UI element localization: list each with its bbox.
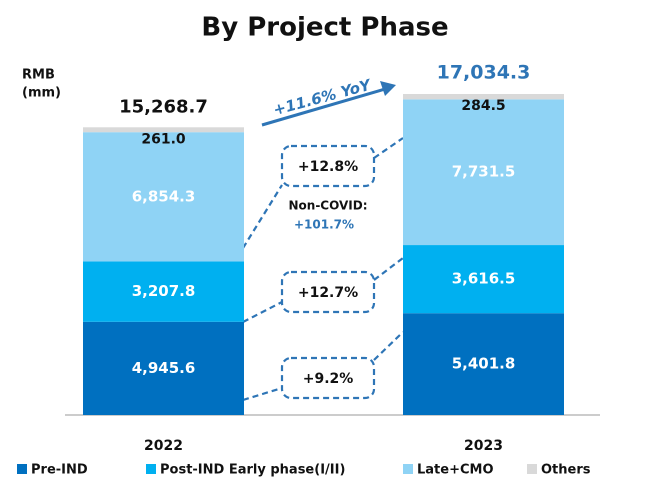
legend-label: Late+CMO <box>417 463 494 478</box>
value-label: 284.5 <box>461 98 505 114</box>
connectors <box>242 137 404 402</box>
legend-label: Pre-IND <box>31 463 88 478</box>
legend-swatch <box>17 464 27 474</box>
bar-segment <box>83 127 244 133</box>
unit-label: (mm) <box>22 86 61 101</box>
total-label: 17,034.3 <box>437 62 531 84</box>
annotation: +9.2% <box>303 371 354 387</box>
value-label: 3,616.5 <box>452 270 516 288</box>
unit-label: RMB <box>22 68 55 83</box>
legend-swatch <box>146 464 156 474</box>
value-label: 4,945.6 <box>132 359 196 377</box>
bar-segment <box>403 94 564 100</box>
bar-segment <box>403 245 564 314</box>
bar-segment <box>403 99 564 246</box>
annotation: Non-COVID: <box>288 199 367 213</box>
bar-segment <box>83 321 244 415</box>
bar-segment <box>83 261 244 322</box>
legend-swatch <box>527 464 537 474</box>
value-label: 5,401.8 <box>452 355 516 373</box>
value-label: 7,731.5 <box>452 163 516 181</box>
chart-title: By Project Phase <box>201 13 448 43</box>
annotation: +12.8% <box>298 159 358 175</box>
bar-segment <box>83 132 244 262</box>
yoy-arrow <box>261 81 396 127</box>
value-label: 261.0 <box>141 131 186 147</box>
legend-swatch <box>403 464 413 474</box>
bar-segment <box>403 313 564 415</box>
x-tick-label: 2023 <box>464 438 503 454</box>
x-tick-label: 2022 <box>144 438 183 454</box>
annotation: +12.7% <box>298 285 358 301</box>
legend-label: Others <box>541 463 591 478</box>
legend-label: Post-IND Early phase(I/II) <box>160 463 345 478</box>
value-label: 3,207.8 <box>132 282 196 300</box>
value-label: 6,854.3 <box>132 187 196 205</box>
annotation: +101.7% <box>294 218 354 232</box>
total-label: 15,268.7 <box>119 96 208 117</box>
